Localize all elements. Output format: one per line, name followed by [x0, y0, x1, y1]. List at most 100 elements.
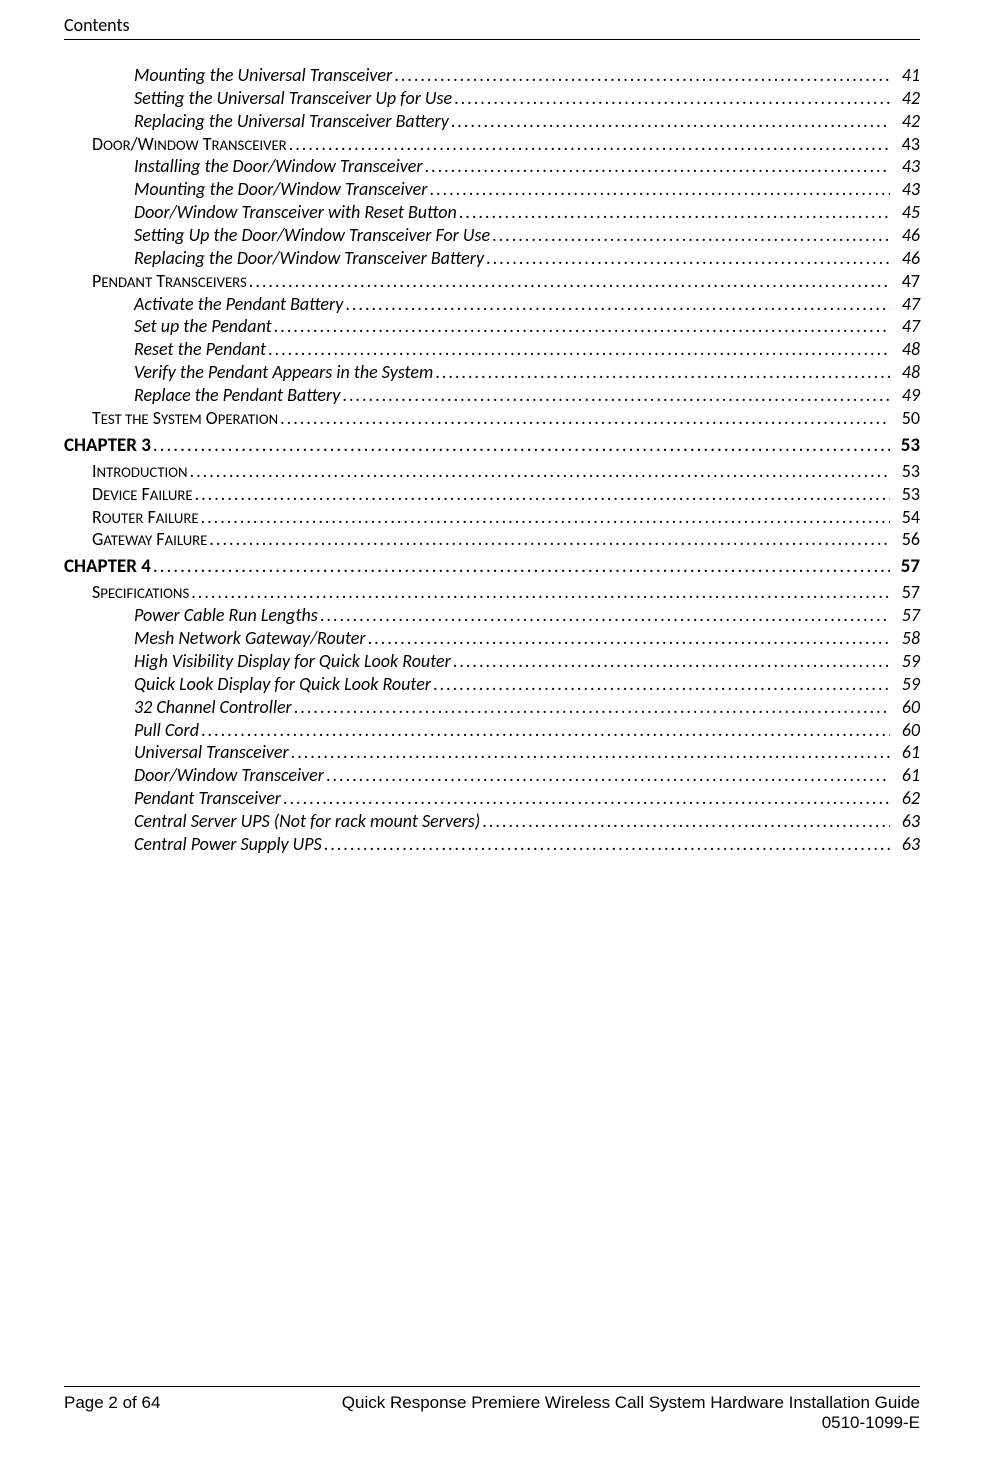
toc-row: Mounting the Door/Window Transceiver43	[64, 178, 920, 201]
toc-page-number: 63	[892, 833, 920, 856]
toc-label: Quick Look Display for Quick Look Router	[134, 673, 431, 696]
toc-leader	[289, 133, 890, 156]
toc-leader	[294, 696, 890, 719]
toc-label: Set up the Pendant	[134, 315, 272, 338]
toc-page-number: 47	[892, 270, 920, 293]
toc-row: Pull Cord60	[64, 719, 920, 742]
toc-label: Replacing the Universal Transceiver Batt…	[134, 110, 449, 133]
toc-leader	[345, 293, 890, 316]
toc-label: 32 Channel Controller	[134, 696, 292, 719]
toc-label: INTRODUCTION	[92, 460, 188, 483]
footer-doc-title: Quick Response Premiere Wireless Call Sy…	[342, 1393, 920, 1412]
toc-leader	[195, 483, 890, 506]
page-footer: Page 2 of 64 Quick Response Premiere Wir…	[64, 1386, 920, 1433]
toc-leader	[291, 741, 890, 764]
toc-label: Setting Up the Door/Window Transceiver F…	[134, 224, 490, 247]
toc-label: Pendant Transceiver	[134, 787, 281, 810]
toc-label: DEVICE FAILURE	[92, 483, 193, 506]
toc-label: Mesh Network Gateway/Router	[134, 627, 366, 650]
toc-row: Pendant Transceiver 62	[64, 787, 920, 810]
toc-row: Replacing the Door/Window Transceiver Ba…	[64, 247, 920, 270]
toc-leader	[320, 604, 890, 627]
toc-leader	[486, 247, 890, 270]
toc-leader	[451, 110, 890, 133]
toc-label: Activate the Pendant Battery	[134, 293, 343, 316]
toc-label: SPECIFICATIONS	[92, 581, 189, 604]
toc-row: Central Server UPS (Not for rack mount S…	[64, 810, 920, 833]
toc-row: Activate the Pendant Battery 47	[64, 293, 920, 316]
toc-row: TEST THE SYSTEM OPERATION50	[64, 407, 920, 430]
toc-label: Replace the Pendant Battery	[134, 384, 340, 407]
toc-page-number: 58	[892, 627, 920, 650]
toc-label: Power Cable Run Lengths	[134, 604, 318, 627]
toc-page-number: 46	[892, 247, 920, 270]
toc-leader	[249, 270, 890, 293]
running-header: Contents	[64, 14, 920, 40]
toc-label: Verify the Pendant Appears in the System	[134, 361, 433, 384]
toc-row: Replacing the Universal Transceiver Batt…	[64, 110, 920, 133]
toc-row: Central Power Supply UPS 63	[64, 833, 920, 856]
toc-row: Quick Look Display for Quick Look Router…	[64, 673, 920, 696]
toc-leader	[326, 764, 890, 787]
toc-page-number: 59	[892, 673, 920, 696]
toc-label: ROUTER FAILURE	[92, 506, 199, 529]
toc-leader	[153, 434, 890, 458]
toc-page-number: 43	[892, 133, 920, 156]
toc-leader	[482, 810, 890, 833]
toc-page-number: 61	[892, 764, 920, 787]
toc-page-number: 61	[892, 741, 920, 764]
toc-label: Door/Window Transceiver with Reset Butto…	[134, 201, 457, 224]
toc-leader	[492, 224, 890, 247]
toc-page-number: 47	[892, 293, 920, 316]
toc-page-number: 43	[892, 155, 920, 178]
toc-row: SPECIFICATIONS 57	[64, 581, 920, 604]
toc-leader	[190, 460, 890, 483]
toc-leader	[453, 650, 890, 673]
toc-page-number: 53	[892, 460, 920, 483]
toc-page-number: 43	[892, 178, 920, 201]
toc-page-number: 48	[892, 361, 920, 384]
toc-leader	[424, 155, 890, 178]
toc-page-number: 57	[892, 604, 920, 627]
toc-page-number: 63	[892, 810, 920, 833]
toc-page-number: 50	[892, 407, 920, 430]
toc-page-number: 53	[892, 434, 920, 458]
toc-leader	[433, 673, 890, 696]
table-of-contents: Mounting the Universal Transceiver41Sett…	[64, 64, 920, 1386]
toc-page-number: 42	[892, 110, 920, 133]
toc-label: Door/Window Transceiver	[134, 764, 324, 787]
toc-page-number: 59	[892, 650, 920, 673]
toc-leader	[394, 64, 890, 87]
toc-page-number: 53	[892, 483, 920, 506]
toc-leader	[435, 361, 890, 384]
toc-page-number: 57	[892, 581, 920, 604]
toc-leader	[280, 407, 890, 430]
toc-row: INTRODUCTION 53	[64, 460, 920, 483]
toc-label: Mounting the Universal Transceiver	[134, 64, 392, 87]
toc-row: Mesh Network Gateway/Router 58	[64, 627, 920, 650]
toc-leader	[153, 555, 890, 579]
footer-doc-number: 0510-1099-E	[822, 1413, 920, 1432]
toc-label: GATEWAY FAILURE	[92, 528, 207, 551]
toc-page-number: 60	[892, 696, 920, 719]
toc-label: CHAPTER 3	[64, 434, 151, 458]
toc-label: PENDANT TRANSCEIVERS	[92, 270, 247, 293]
toc-page-number: 47	[892, 315, 920, 338]
toc-leader	[201, 506, 890, 529]
toc-page-number: 62	[892, 787, 920, 810]
toc-leader	[201, 719, 890, 742]
toc-leader	[459, 201, 890, 224]
toc-label: Reset the Pendant	[134, 338, 266, 361]
toc-row: DOOR/WINDOW TRANSCEIVER43	[64, 133, 920, 156]
toc-label: CHAPTER 4	[64, 555, 151, 579]
toc-leader	[268, 338, 890, 361]
toc-label: Setting the Universal Transceiver Up for…	[134, 87, 452, 110]
toc-leader	[283, 787, 890, 810]
toc-label: Central Power Supply UPS	[134, 833, 322, 856]
toc-leader	[274, 315, 890, 338]
toc-page-number: 60	[892, 719, 920, 742]
toc-row: Verify the Pendant Appears in the System…	[64, 361, 920, 384]
toc-leader	[324, 833, 890, 856]
toc-row: High Visibility Display for Quick Look R…	[64, 650, 920, 673]
toc-label: Installing the Door/Window Transceiver	[134, 155, 422, 178]
